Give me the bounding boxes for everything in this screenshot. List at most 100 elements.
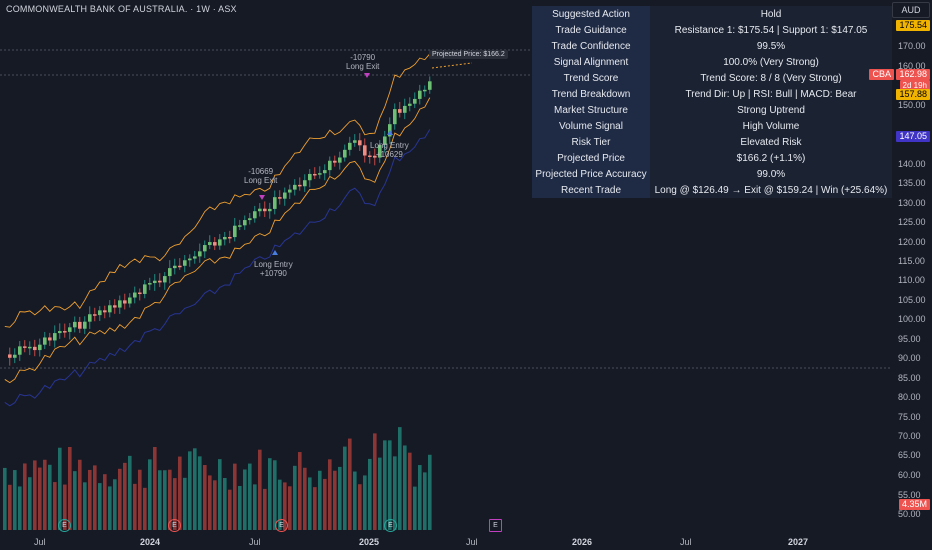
candle-body bbox=[13, 354, 17, 358]
volume-bar bbox=[298, 452, 302, 530]
currency-button[interactable]: AUD bbox=[892, 2, 930, 18]
price-tick: 95.00 bbox=[898, 334, 921, 344]
volume-bar bbox=[168, 469, 172, 530]
candle-body bbox=[43, 337, 47, 345]
price-tick: 150.00 bbox=[898, 100, 926, 110]
candle-body bbox=[148, 283, 152, 285]
candle-body bbox=[78, 321, 82, 329]
projected-price-label: Projected Price: $166.2 bbox=[429, 50, 508, 59]
row-value: Trend Dir: Up | RSI: Bull | MACD: Bear bbox=[650, 86, 892, 102]
volume-bar bbox=[193, 448, 197, 530]
earnings-badge[interactable]: E bbox=[384, 519, 397, 532]
table-row: Trade Guidance Resistance 1: $175.54 | Su… bbox=[532, 22, 892, 38]
candle-body bbox=[253, 211, 257, 219]
volume-bar bbox=[178, 456, 182, 530]
symbol-label: CBA bbox=[869, 69, 894, 80]
volume-bar bbox=[358, 484, 362, 530]
volume-bar bbox=[73, 471, 77, 530]
row-key: Suggested Action bbox=[532, 6, 650, 22]
candle-body bbox=[228, 236, 232, 239]
volume-bar bbox=[23, 463, 27, 530]
volume-bar bbox=[428, 454, 432, 530]
table-row: Market Structure Strong Uptrend bbox=[532, 102, 892, 118]
earnings-badge-upcoming[interactable]: E bbox=[489, 519, 502, 532]
volume-bar bbox=[233, 463, 237, 530]
volume-bar bbox=[343, 446, 347, 530]
candle-body bbox=[133, 292, 137, 298]
row-key: Trend Breakdown bbox=[532, 86, 650, 102]
table-row: Projected Price Accuracy 99.0% bbox=[532, 166, 892, 182]
volume-bar bbox=[198, 456, 202, 530]
volume-bar bbox=[98, 483, 102, 530]
volume-bar bbox=[328, 459, 332, 530]
candle-body bbox=[98, 310, 102, 316]
volume-bar bbox=[263, 488, 267, 530]
volume-bar bbox=[88, 469, 92, 530]
volume-bar bbox=[248, 463, 252, 530]
volume-bar bbox=[143, 487, 147, 530]
price-tick: 110.00 bbox=[898, 275, 925, 285]
volume-bar bbox=[8, 484, 12, 530]
volume-bar bbox=[398, 427, 402, 530]
row-key: Market Structure bbox=[532, 102, 650, 118]
volume-bar bbox=[418, 465, 422, 530]
volume-bar bbox=[128, 455, 132, 530]
candle-body bbox=[53, 333, 57, 341]
candle-body bbox=[118, 300, 122, 308]
price-tick: 55.00 bbox=[898, 490, 921, 500]
time-tick: Jul bbox=[34, 537, 46, 547]
volume-bar bbox=[163, 470, 167, 530]
candle-body bbox=[193, 256, 197, 259]
volume-bar bbox=[403, 445, 407, 530]
earnings-badge[interactable]: E bbox=[168, 519, 181, 532]
price-tick: 135.00 bbox=[898, 178, 926, 188]
signal-table: Suggested Action Hold Trade Guidance Resist… bbox=[532, 6, 892, 198]
candle-body bbox=[33, 346, 37, 351]
volume-bar bbox=[413, 486, 417, 530]
candle-body bbox=[298, 184, 302, 187]
volume-bar bbox=[293, 465, 297, 530]
price-tick: 80.00 bbox=[898, 392, 921, 402]
candle-body bbox=[158, 280, 162, 283]
entry-marker bbox=[272, 250, 278, 255]
row-key: Recent Trade bbox=[532, 182, 650, 198]
volume-bar bbox=[173, 478, 177, 530]
row-value: 99.5% bbox=[650, 38, 892, 54]
candle-body bbox=[383, 136, 387, 145]
candle-body bbox=[293, 184, 297, 190]
volume-bar bbox=[3, 467, 7, 530]
candle-body bbox=[343, 149, 347, 158]
row-value: Trend Score: 8 / 8 (Very Strong) bbox=[650, 70, 892, 86]
candle-body bbox=[413, 98, 417, 104]
candle-body bbox=[273, 197, 277, 209]
volume-bar bbox=[363, 475, 367, 530]
candle-body bbox=[303, 180, 307, 187]
earnings-badge[interactable]: E bbox=[58, 519, 71, 532]
table-row: Volume Signal High Volume bbox=[532, 118, 892, 134]
price-tick: 105.00 bbox=[898, 295, 926, 305]
volume-bar bbox=[388, 440, 392, 530]
candle-body bbox=[263, 208, 267, 212]
volume-bar bbox=[53, 482, 57, 530]
volume-bar bbox=[218, 459, 222, 530]
candle-body bbox=[88, 314, 92, 322]
volume-bar bbox=[158, 470, 162, 530]
volume-bar bbox=[268, 458, 272, 530]
long-entry-annotation-1: Long Entry +10790 bbox=[254, 260, 293, 278]
volume-bar bbox=[138, 469, 142, 530]
volume-bar bbox=[33, 460, 37, 530]
candle-body bbox=[73, 321, 77, 328]
candle-body bbox=[393, 109, 397, 125]
candle-body bbox=[93, 314, 97, 316]
price-tick: 100.00 bbox=[898, 314, 926, 324]
volume-bar bbox=[373, 433, 377, 530]
volume-bar bbox=[313, 487, 317, 530]
countdown-tag: 2d 19h bbox=[899, 80, 930, 91]
time-tick: 2026 bbox=[572, 537, 593, 547]
row-value: Long @ $126.49 → Exit @ $159.24 | Win (+… bbox=[650, 182, 892, 198]
candle-body bbox=[178, 265, 182, 268]
candle-body bbox=[218, 239, 222, 246]
candle-body bbox=[233, 225, 237, 238]
earnings-badge[interactable]: E bbox=[275, 519, 288, 532]
